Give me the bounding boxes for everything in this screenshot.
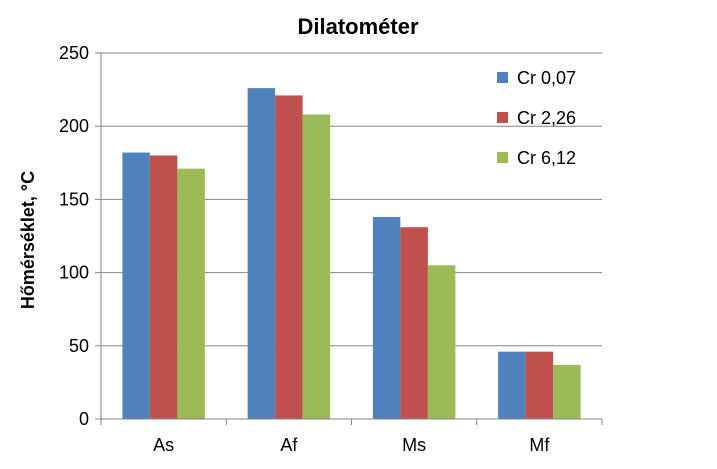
axes [100, 53, 603, 425]
legend-swatch [497, 72, 508, 83]
legend-label: Cr 6,12 [517, 148, 576, 168]
y-tick-label: 100 [59, 263, 89, 283]
bars [122, 88, 581, 420]
legend-label: Cr 2,26 [517, 108, 576, 128]
y-tick-label: 0 [79, 409, 89, 429]
chart-title: Dilatométer [297, 14, 418, 39]
legend-label: Cr 0,07 [517, 68, 576, 88]
y-tick-label: 200 [59, 116, 89, 136]
legend: Cr 0,07 Cr 2,26 Cr 6,12 [497, 68, 576, 168]
bar-mf-series-1 [498, 351, 526, 419]
bar-mf-series-2 [525, 351, 554, 419]
bar-ms-series-2 [400, 227, 428, 419]
x-tick-labels: As Af Ms Mf [153, 435, 550, 455]
bar-mf-series-3 [553, 364, 581, 419]
y-tick-label: 50 [69, 336, 89, 356]
bar-af-series-2 [275, 95, 303, 420]
bar-as-series-2 [149, 155, 178, 420]
y-tick-labels: 0 50 100 150 200 250 [59, 43, 89, 429]
bar-as-series-1 [122, 152, 150, 419]
y-tick-label: 150 [59, 189, 89, 209]
x-tick-label: Mf [529, 435, 550, 455]
bar-af-series-3 [302, 114, 331, 419]
y-axis-label: Hőmérséklet, °C [18, 171, 38, 309]
x-tick-label: As [153, 435, 174, 455]
bar-ms-series-3 [427, 265, 456, 419]
y-tick-label: 250 [59, 43, 89, 63]
legend-swatch [497, 112, 508, 123]
bar-af-series-1 [247, 88, 276, 420]
legend-swatch [497, 152, 508, 163]
bar-ms-series-1 [372, 216, 401, 419]
bar-as-series-3 [177, 168, 205, 419]
x-tick-label: Ms [402, 435, 426, 455]
x-tick-label: Af [280, 435, 298, 455]
